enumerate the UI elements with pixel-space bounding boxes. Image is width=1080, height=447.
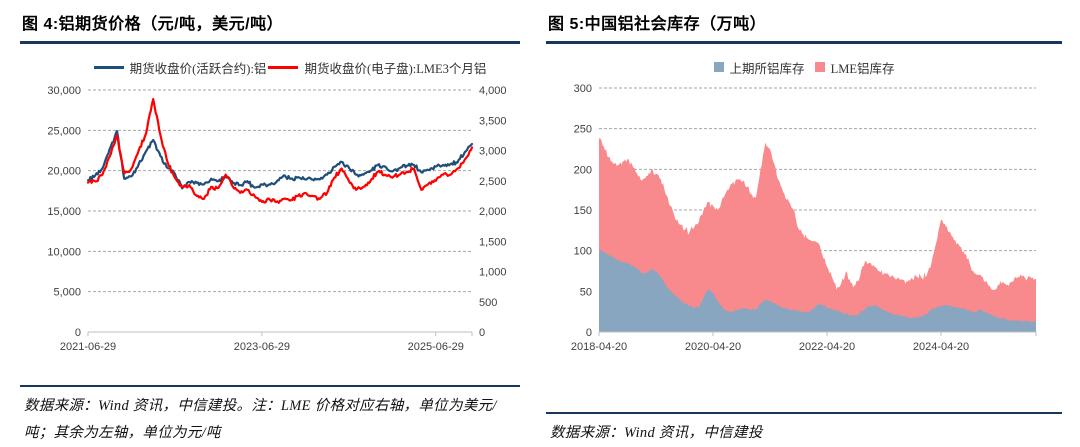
svg-text:500: 500 <box>479 297 497 309</box>
figure4-chart-area: 30,000 25,000 20,000 15,000 10,000 5,000 0 4,00… <box>20 76 520 385</box>
svg-text:15,000: 15,000 <box>47 206 81 218</box>
pink-square-swatch-icon <box>814 62 825 72</box>
figure5-title: 图 5:中国铝社会库存（万吨） <box>548 16 767 33</box>
aluminum-price-chart-svg: 30,000 25,000 20,000 15,000 10,000 5,000 0 4,00… <box>47 85 507 353</box>
svg-text:25,000: 25,000 <box>47 125 81 137</box>
legend-item-shfe-close: 期货收盘价(活跃合约):铝 <box>93 58 267 77</box>
svg-text:300: 300 <box>574 83 592 95</box>
figure5-legend: 上期所铝库存 LME铝库存 <box>546 58 1062 76</box>
svg-text:2,500: 2,500 <box>479 176 507 188</box>
svg-text:4,000: 4,000 <box>479 85 507 97</box>
svg-text:250: 250 <box>574 124 592 136</box>
svg-text:20,000: 20,000 <box>47 166 81 178</box>
svg-text:50: 50 <box>580 286 592 298</box>
svg-text:2024-04-20: 2024-04-20 <box>913 341 969 353</box>
legend-label: 上期所铝库存 <box>729 61 805 76</box>
svg-text:3,000: 3,000 <box>479 146 507 158</box>
svg-text:2023-06-29: 2023-06-29 <box>234 341 290 353</box>
legend-item-lme-close: 期货收盘价(电子盘):LME3个月铝 <box>268 58 486 77</box>
blue-square-swatch-icon <box>713 62 724 72</box>
svg-text:2020-04-20: 2020-04-20 <box>685 341 741 353</box>
svg-text:10,000: 10,000 <box>47 246 81 258</box>
svg-text:200: 200 <box>574 164 592 176</box>
figure5-source-note: 数据来源：Wind 资讯，中信建投 <box>550 425 763 442</box>
svg-text:150: 150 <box>574 205 592 217</box>
svg-text:1,000: 1,000 <box>479 267 507 279</box>
figure5-panel: 图 5:中国铝社会库存（万吨） 上期所铝库存 LME铝库存 300 250 200 1… <box>546 8 1062 447</box>
figure4-footer-divider <box>20 384 520 388</box>
legend-item-shfe-inventory: 上期所铝库存 <box>713 58 805 77</box>
svg-text:5,000: 5,000 <box>53 287 81 299</box>
svg-text:0: 0 <box>586 327 592 339</box>
figure5-title-divider <box>546 41 1062 44</box>
legend-label: 期货收盘价(活跃合约):铝 <box>129 61 267 76</box>
svg-text:2022-04-20: 2022-04-20 <box>799 341 855 353</box>
figure5-chart-area: 300 250 200 150 100 50 0 2018-04-20 2020-04-20 20… <box>546 76 1062 412</box>
svg-text:2018-04-20: 2018-04-20 <box>571 341 627 353</box>
figure5-footer-divider <box>546 411 1062 415</box>
red-line-swatch-icon <box>268 65 299 69</box>
svg-text:30,000: 30,000 <box>47 85 81 97</box>
svg-text:100: 100 <box>574 246 592 258</box>
svg-text:0: 0 <box>479 327 485 339</box>
svg-text:2025-06-29: 2025-06-29 <box>408 341 464 353</box>
svg-text:0: 0 <box>75 327 81 339</box>
figure4-title-divider <box>20 41 520 44</box>
figure4-panel: 图 4:铝期货价格（元/吨，美元/吨） 期货收盘价(活跃合约):铝 期货收盘价(… <box>20 8 520 447</box>
svg-text:3,500: 3,500 <box>479 115 507 127</box>
figure4-source-note: 数据来源：Wind 资讯，中信建投。注：LME 价格对应右轴，单位为美元/吨；其… <box>24 398 497 442</box>
svg-text:2,000: 2,000 <box>479 206 507 218</box>
legend-label: LME铝库存 <box>830 61 895 76</box>
svg-text:2021-06-29: 2021-06-29 <box>60 341 116 353</box>
figure4-title: 图 4:铝期货价格（元/吨，美元/吨） <box>22 16 284 33</box>
aluminum-inventory-chart-svg: 300 250 200 150 100 50 0 2018-04-20 2020-04-20 20… <box>571 83 1037 353</box>
blue-line-swatch-icon <box>93 65 124 69</box>
legend-label: 期货收盘价(电子盘):LME3个月铝 <box>304 61 487 76</box>
legend-item-lme-inventory: LME铝库存 <box>814 58 895 77</box>
figure4-legend: 期货收盘价(活跃合约):铝 期货收盘价(电子盘):LME3个月铝 <box>60 58 520 76</box>
svg-text:1,500: 1,500 <box>479 236 507 248</box>
